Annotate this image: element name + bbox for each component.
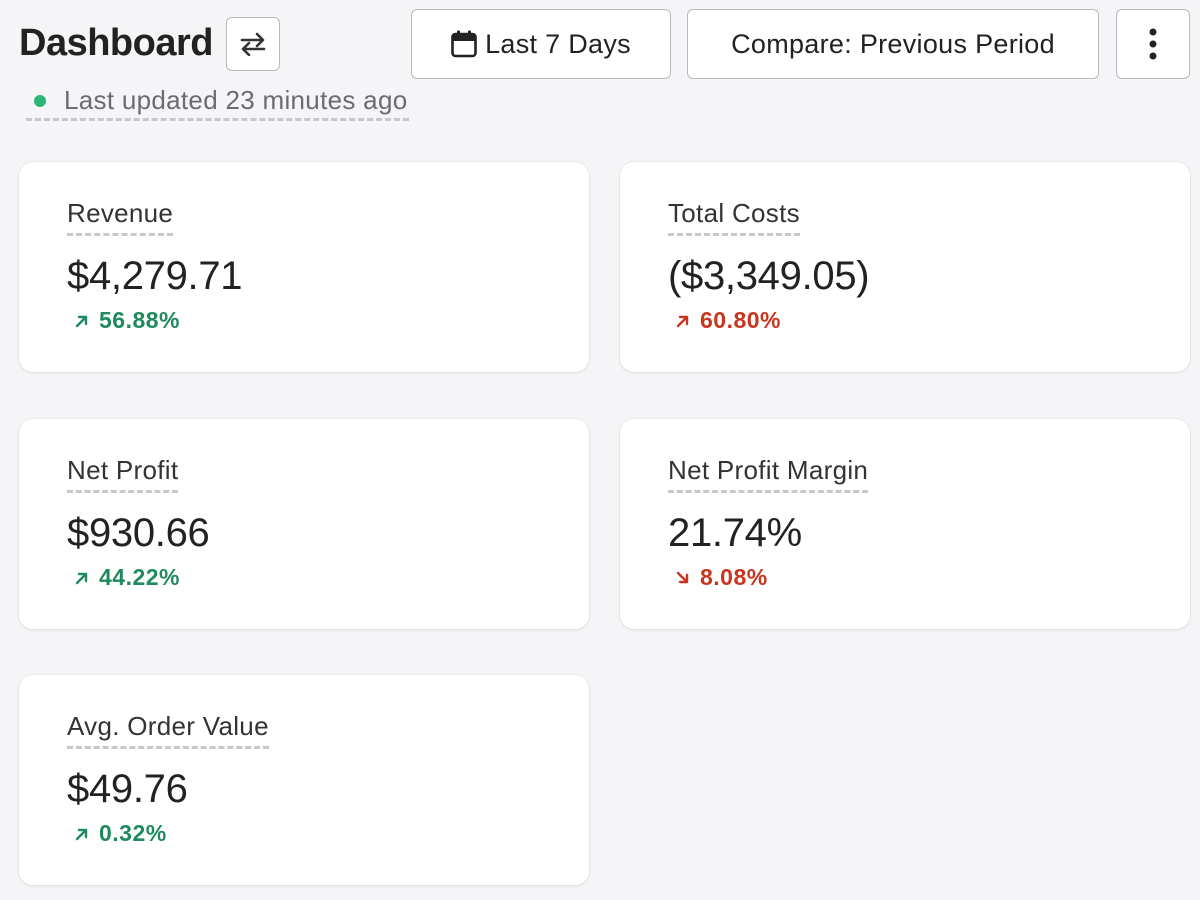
swap-arrows-icon — [240, 32, 266, 56]
metric-label[interactable]: Avg. Order Value — [67, 711, 269, 749]
calendar-icon — [451, 30, 477, 58]
metric-change-value: 0.32% — [99, 820, 167, 846]
date-range-label: Last 7 Days — [485, 28, 631, 59]
compare-label: Compare: Previous Period — [731, 28, 1055, 59]
metric-value: 21.74% — [668, 511, 802, 555]
metric-value: ($3,349.05) — [668, 254, 870, 298]
metric-label[interactable]: Net Profit — [67, 455, 179, 493]
metric-change-value: 44.22% — [99, 564, 181, 590]
metric-label[interactable]: Total Costs — [668, 198, 800, 236]
swap-button[interactable] — [226, 17, 280, 71]
metric-card-net-profit[interactable]: Net Profit $930.66 44.22% — [19, 419, 589, 629]
metric-change: 0.32% — [75, 820, 167, 847]
metric-change: 44.22% — [75, 564, 180, 591]
arrow-up-right-icon — [676, 314, 690, 328]
metric-change-value: 56.88% — [99, 307, 181, 333]
metric-label[interactable]: Revenue — [67, 198, 174, 236]
metric-card-total-costs[interactable]: Total Costs ($3,349.05) 60.80% — [620, 162, 1190, 372]
compare-button[interactable]: Compare: Previous Period — [687, 9, 1099, 79]
metric-change: 56.88% — [75, 307, 180, 334]
more-options-button[interactable] — [1116, 9, 1190, 79]
dashboard-header: Dashboard Last 7 Days Compare: Previous … — [0, 0, 1200, 130]
metric-card-net-profit-margin[interactable]: Net Profit Margin 21.74% 8.08% — [620, 419, 1190, 629]
arrow-up-right-icon — [75, 571, 89, 585]
metric-card-revenue[interactable]: Revenue $4,279.71 56.88% — [19, 162, 589, 372]
date-range-button[interactable]: Last 7 Days — [411, 9, 671, 79]
metric-change: 60.80% — [676, 307, 781, 334]
arrow-down-right-icon — [676, 571, 690, 585]
metric-value: $930.66 — [67, 511, 210, 555]
last-updated-indicator[interactable]: Last updated 23 minutes ago — [26, 83, 410, 121]
arrow-up-right-icon — [75, 314, 89, 328]
metric-change-value: 60.80% — [700, 307, 782, 333]
arrow-up-right-icon — [75, 827, 89, 841]
metric-label[interactable]: Net Profit Margin — [668, 455, 869, 493]
metric-value: $49.76 — [67, 767, 188, 811]
metric-change: 8.08% — [676, 564, 768, 591]
metric-card-avg-order-value[interactable]: Avg. Order Value $49.76 0.32% — [19, 675, 589, 885]
last-updated-text: Last updated 23 minutes ago — [64, 85, 408, 115]
status-dot-icon — [34, 94, 46, 107]
metric-value: $4,279.71 — [67, 254, 243, 298]
page-title: Dashboard — [19, 22, 213, 64]
vertical-ellipsis-icon — [1149, 28, 1157, 60]
metric-change-value: 8.08% — [700, 564, 768, 590]
